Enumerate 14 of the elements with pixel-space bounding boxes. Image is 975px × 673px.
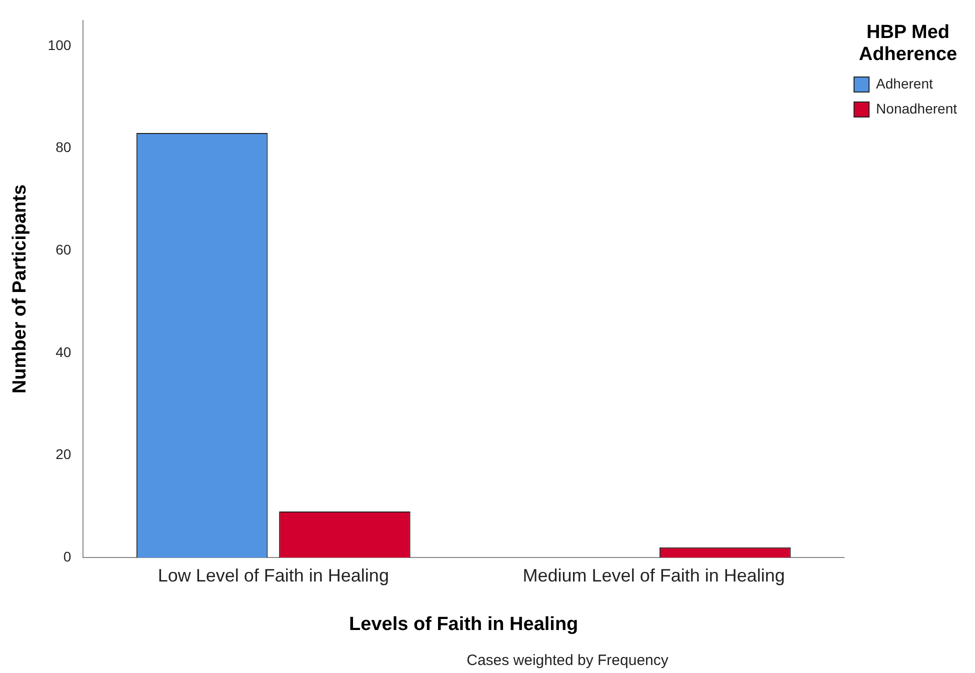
x-axis-title: Levels of Faith in Healing [349, 614, 578, 635]
legend-label: Nonadherent [876, 100, 958, 116]
y-tick-label: 40 [56, 344, 72, 360]
legend-label: Adherent [876, 75, 933, 92]
y-tick-label: 80 [56, 139, 72, 156]
x-tick-label: Medium Level of Faith in Healing [522, 565, 785, 586]
x-tick-label: Low Level of Faith in Healing [158, 565, 389, 586]
text: Cases weighted by Frequency [466, 652, 670, 669]
y-axis-title: Number of Participants [10, 184, 31, 394]
y-tick-label: 60 [56, 241, 72, 258]
y-tick-label: 100 [48, 36, 72, 53]
y-tick-label: 0 [63, 548, 72, 564]
y-tick-label: 20 [56, 446, 72, 462]
legend-title: HBP Med Adherence [858, 22, 958, 66]
